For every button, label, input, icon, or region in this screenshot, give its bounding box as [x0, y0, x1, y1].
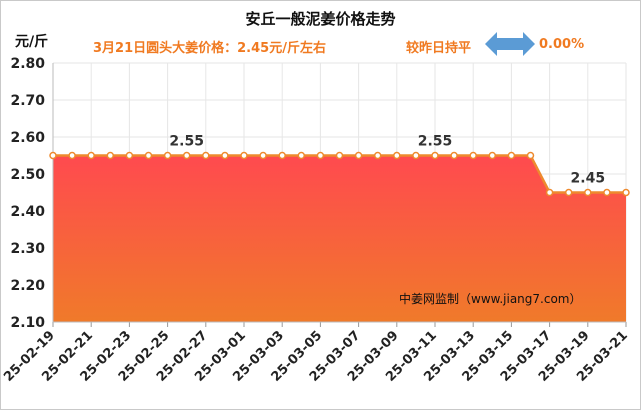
trend-text: 较昨日持平: [406, 41, 472, 56]
data-point: [603, 188, 611, 197]
y-tick-label: 2.80: [10, 56, 45, 72]
data-point: [526, 151, 535, 160]
data-point: [182, 151, 191, 160]
y-tick-label: 2.30: [10, 241, 45, 257]
data-labels: 2.55 2.55 2.45: [169, 134, 605, 187]
data-point: [68, 151, 76, 160]
data-point: [259, 151, 267, 160]
y-tick-label: 2.50: [10, 167, 45, 183]
y-tick-label: 2.20: [10, 278, 45, 294]
data-point: [316, 151, 325, 160]
data-points: [49, 151, 630, 197]
data-label: 2.55: [169, 134, 204, 150]
data-point: [545, 188, 554, 197]
data-point: [622, 188, 630, 197]
data-point: [278, 151, 286, 160]
data-point: [297, 151, 306, 160]
y-tick-label: 2.10: [10, 315, 45, 331]
data-label: 2.55: [418, 134, 453, 150]
change-percent: 0.00%: [539, 37, 585, 52]
y-axis-unit-label: 元/斤: [15, 34, 49, 50]
data-point: [488, 151, 497, 160]
data-point: [240, 151, 248, 160]
data-point: [106, 151, 115, 160]
data-point: [87, 151, 95, 160]
data-point: [507, 151, 516, 160]
data-point: [584, 188, 592, 197]
data-point: [221, 151, 229, 160]
data-point: [431, 151, 439, 160]
source-watermark: 中姜网监制（www.jiang7.com）: [399, 291, 581, 306]
data-point: [125, 151, 134, 160]
data-point: [49, 151, 57, 160]
y-tick-label: 2.70: [10, 93, 45, 109]
data-point: [393, 151, 401, 160]
data-point: [412, 151, 420, 160]
data-point: [373, 151, 382, 160]
data-point: [450, 151, 458, 160]
data-point: [144, 151, 153, 160]
data-point: [163, 151, 172, 160]
y-tick-label: 2.40: [10, 204, 45, 220]
series-area-fill: [53, 155, 626, 322]
data-point: [564, 188, 573, 197]
chart-title: 安丘一般泥姜价格走势: [245, 10, 396, 28]
chart-subtitle: 3月21日圆头大姜价格：2.45元/斤左右: [93, 41, 326, 56]
data-label: 2.45: [571, 171, 606, 187]
data-point: [335, 151, 344, 160]
y-tick-label: 2.60: [10, 130, 45, 146]
double-arrow-icon: [485, 32, 535, 56]
data-point: [354, 151, 363, 160]
data-point: [469, 151, 477, 160]
data-point: [202, 151, 210, 160]
